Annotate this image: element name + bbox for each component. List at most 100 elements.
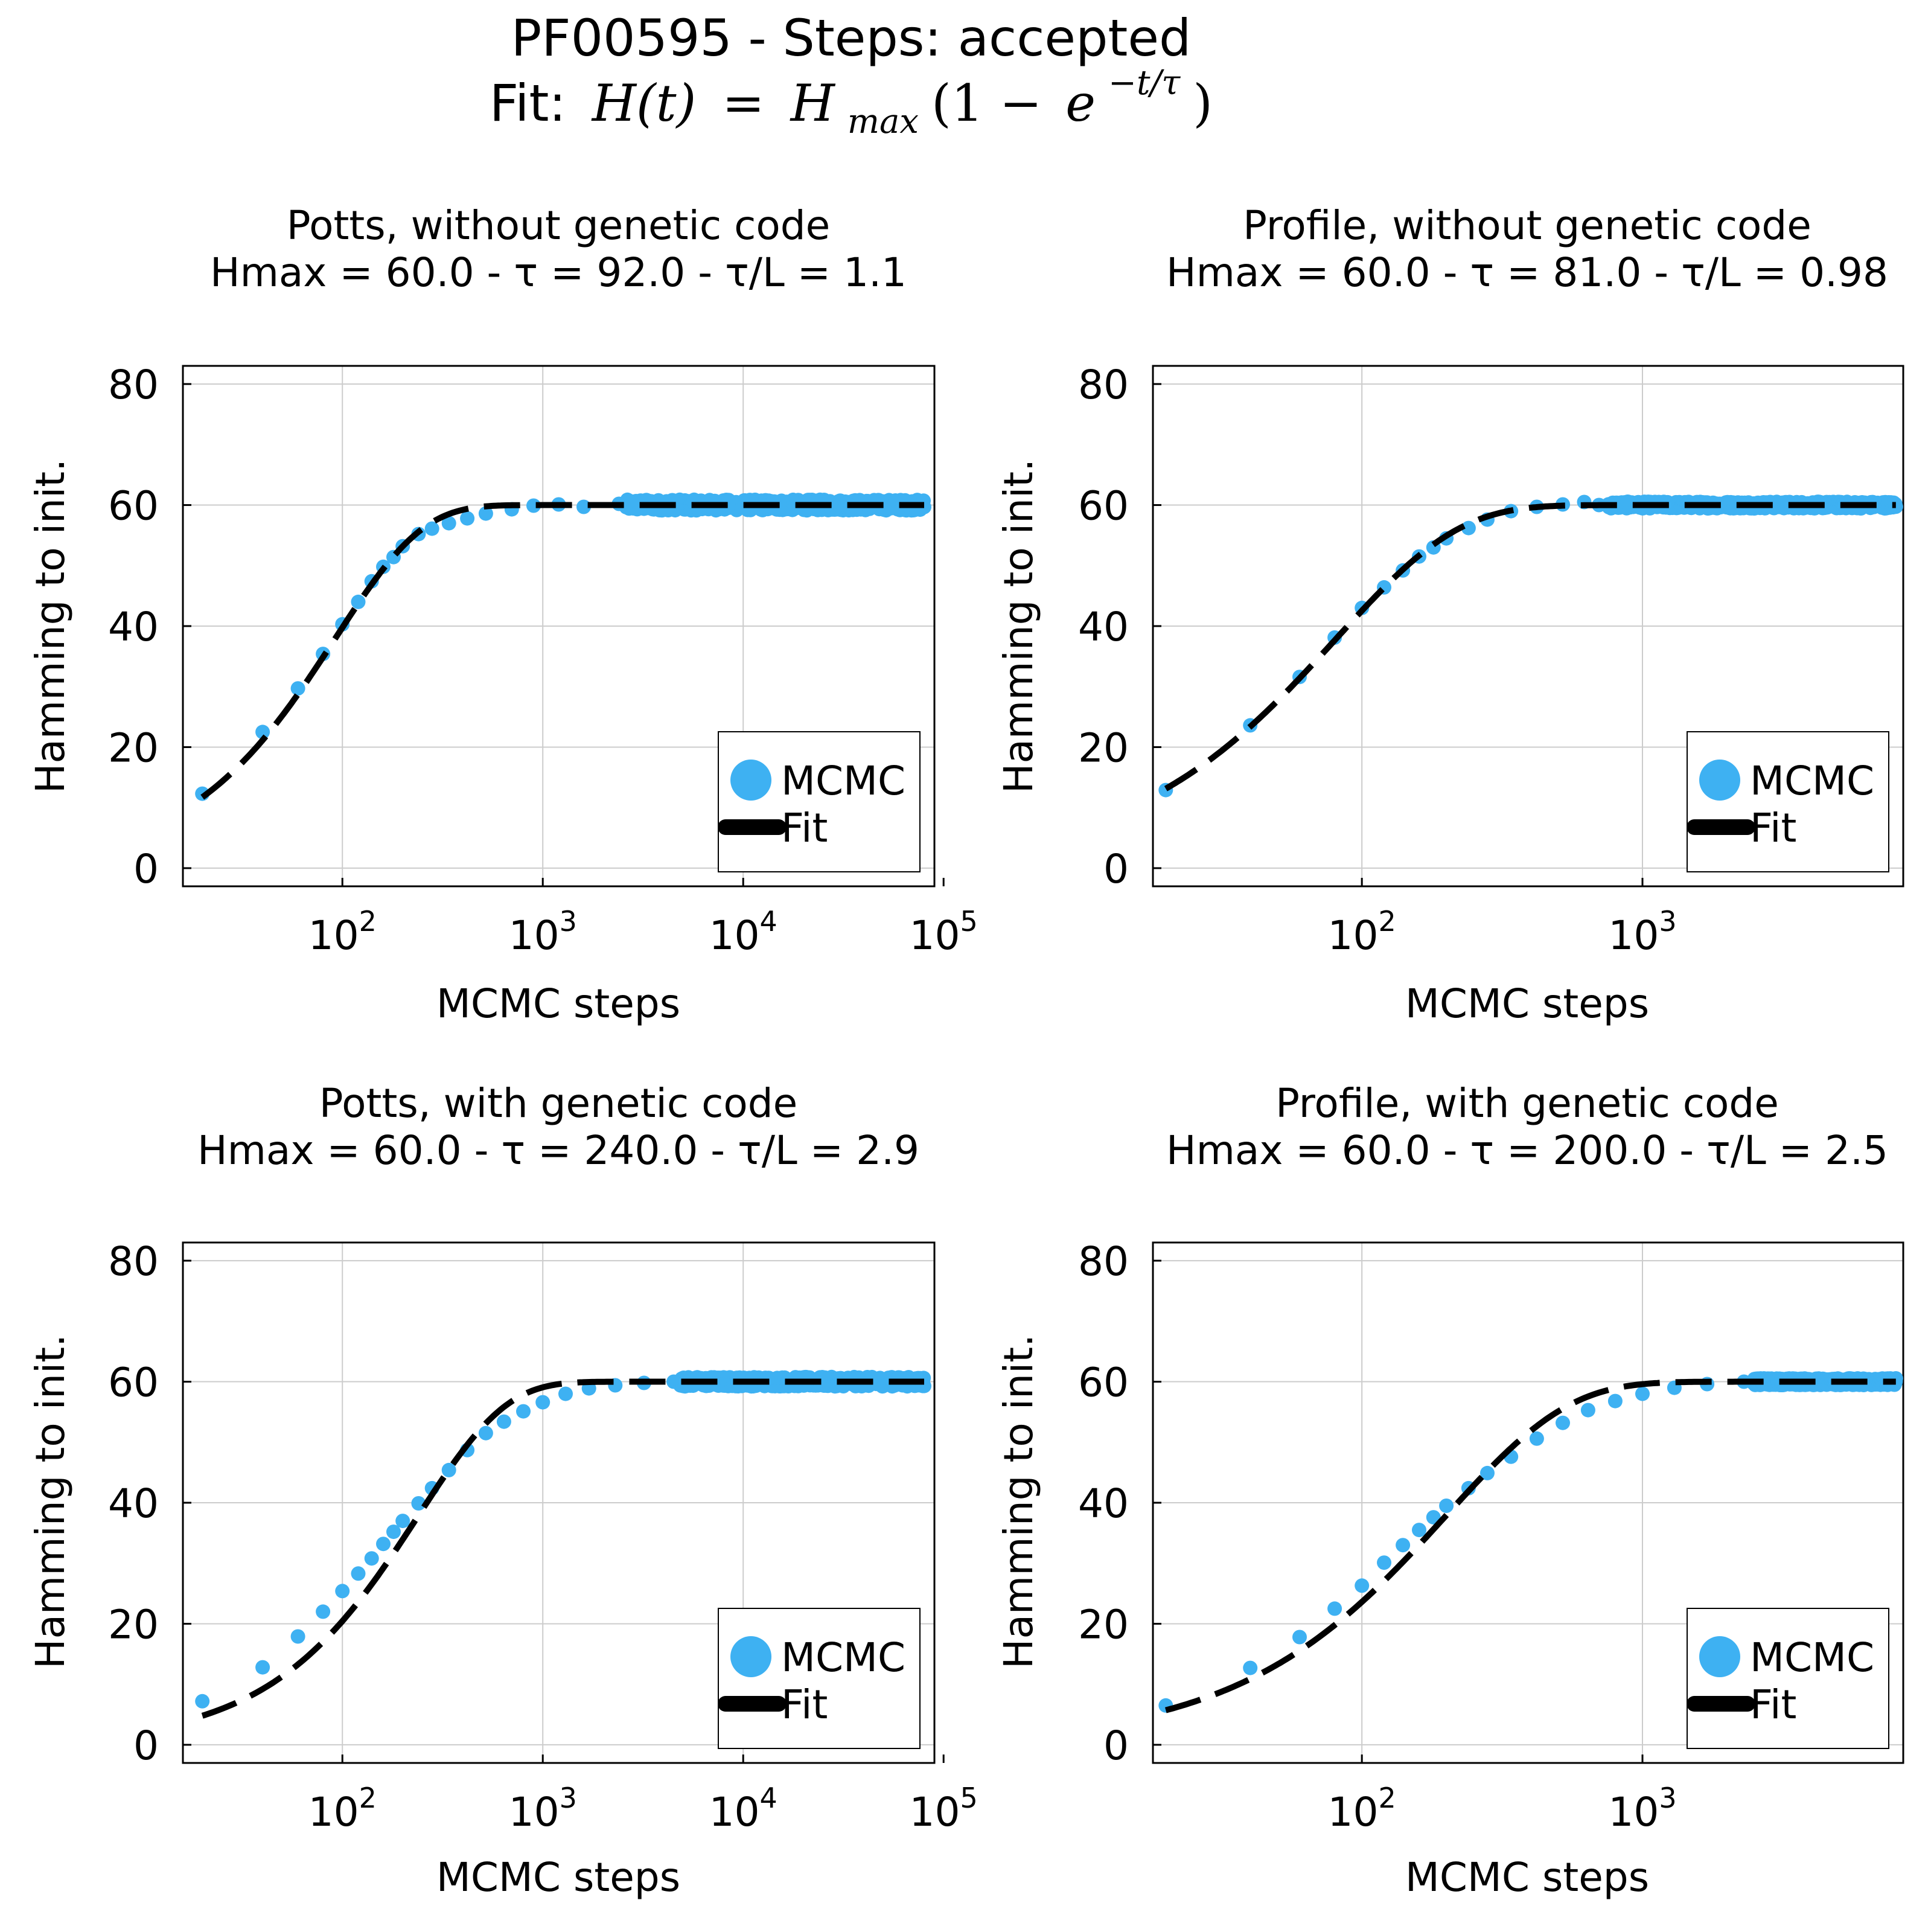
formula-lhs: H(t) [591,74,697,133]
mcmc-point [290,1629,305,1644]
legend-box [718,1608,921,1749]
mcmc-point [1412,1523,1426,1538]
legend-mcmc-marker [1699,760,1740,801]
mcmc-point [478,506,493,521]
y-tick-label: 60 [108,1360,159,1406]
y-axis-label: Hamming to init. [27,459,74,793]
mcmc-point [376,1537,391,1552]
mcmc-point [351,594,366,609]
mcmc-point [395,1514,410,1529]
legend-mcmc-label: MCMC [1750,1634,1874,1681]
panel-subtitle: Hmax = 60.0 - τ = 200.0 - τ/L = 2.5 [1166,1127,1888,1174]
mcmc-point [386,1524,401,1540]
x-axis-label: MCMC steps [436,1854,680,1901]
mcmc-point [1355,1578,1370,1593]
y-tick-label: 20 [1078,724,1129,771]
x-tick-label: 102 [308,905,377,959]
mcmc-point [1635,1386,1650,1401]
mcmc-point [1396,1538,1411,1553]
mcmc-point [424,521,439,536]
x-tick-label: 103 [1608,1782,1676,1835]
mcmc-point [1480,1465,1495,1480]
y-tick-label: 40 [1078,604,1129,650]
formula-e: e [1065,74,1096,133]
formula-equals: = [722,74,764,133]
mcmc-point [441,516,456,531]
mcmc-point [335,1584,350,1599]
y-tick-label: 40 [1078,1480,1129,1527]
figure-title: PF00595 - Steps: accepted [511,8,1192,68]
mcmc-point [1556,1415,1570,1430]
x-tick-label: 104 [709,1782,777,1835]
mcmc-point [351,1566,366,1581]
y-tick-label: 60 [1078,1360,1129,1406]
mcmc-point [478,1425,493,1441]
panel-subtitle: Hmax = 60.0 - τ = 81.0 - τ/L = 0.98 [1166,249,1888,296]
panel-potts-without-genetic-code: Potts, without genetic code Hmax = 60.0 … [27,202,978,1027]
formula-exponent: −t/τ [1108,63,1181,103]
x-tick-label: 103 [1608,905,1676,959]
legend-fit-label: Fit [781,1681,828,1728]
y-tick-label: 0 [133,846,159,892]
mcmc-point [526,498,541,513]
mcmc-point [535,1395,551,1410]
panel-subtitle: Hmax = 60.0 - τ = 92.0 - τ/L = 1.1 [210,249,907,296]
y-tick-label: 20 [108,1601,159,1648]
mcmc-point [1292,1630,1307,1645]
x-tick-label: 105 [910,905,978,959]
y-tick-label: 80 [1078,1238,1129,1285]
x-tick-label: 105 [910,1782,978,1835]
mcmc-point [516,1404,531,1419]
y-tick-label: 20 [108,724,159,771]
legend-box [1687,1608,1889,1749]
formula-h-sub: max [847,102,919,141]
x-tick-label: 103 [509,1782,577,1835]
x-tick-label: 104 [709,905,777,959]
y-tick-label: 60 [108,483,159,529]
panel-title: Profile, with genetic code [1275,1080,1779,1127]
formula-close: ) [1193,74,1213,133]
x-axis-label: MCMC steps [1405,980,1649,1027]
mcmc-point [576,499,591,514]
panel-potts-with-genetic-code: Potts, with genetic code Hmax = 60.0 - τ… [27,1080,978,1901]
mcmc-point [1243,1660,1258,1675]
y-tick-label: 0 [1103,1722,1129,1769]
legend-box [1687,731,1889,872]
y-axis-label: Hamming to init. [27,1334,74,1669]
legend-box [718,731,921,872]
mcmc-point [441,1462,456,1477]
fit-line [1164,1378,1896,1713]
fit-prefix: Fit: [490,74,566,133]
mcmc-point [1327,1601,1342,1616]
x-tick-label: 102 [1328,905,1396,959]
x-axis-label: MCMC steps [1405,1854,1649,1901]
legend-fit-label: Fit [1750,1681,1796,1728]
y-tick-label: 20 [1078,1601,1129,1648]
y-tick-label: 40 [108,1480,159,1527]
y-tick-label: 60 [1078,483,1129,529]
x-tick-label: 102 [1328,1782,1396,1835]
y-tick-label: 80 [1078,362,1129,408]
formula-open: (1 − [931,74,1042,133]
mcmc-point [1439,1499,1454,1513]
legend-fit-label: Fit [781,805,828,851]
mcmc-point [496,1414,511,1429]
legend-fit-label: Fit [1750,805,1796,851]
legend-mcmc-marker [1699,1636,1740,1677]
mcmc-point [1377,1555,1391,1570]
y-axis-label: Hamming to init. [995,459,1042,793]
mcmc-point [1461,520,1476,536]
mcmc-point [1580,1403,1595,1418]
x-axis-label: MCMC steps [436,980,680,1027]
panel-title: Profile, without genetic code [1243,202,1811,249]
panel-profile-without-genetic-code: Profile, without genetic code Hmax = 60.… [995,202,1904,1027]
mcmc-point [290,681,305,696]
panel-title: Potts, with genetic code [319,1080,798,1127]
y-tick-label: 0 [1103,846,1129,892]
